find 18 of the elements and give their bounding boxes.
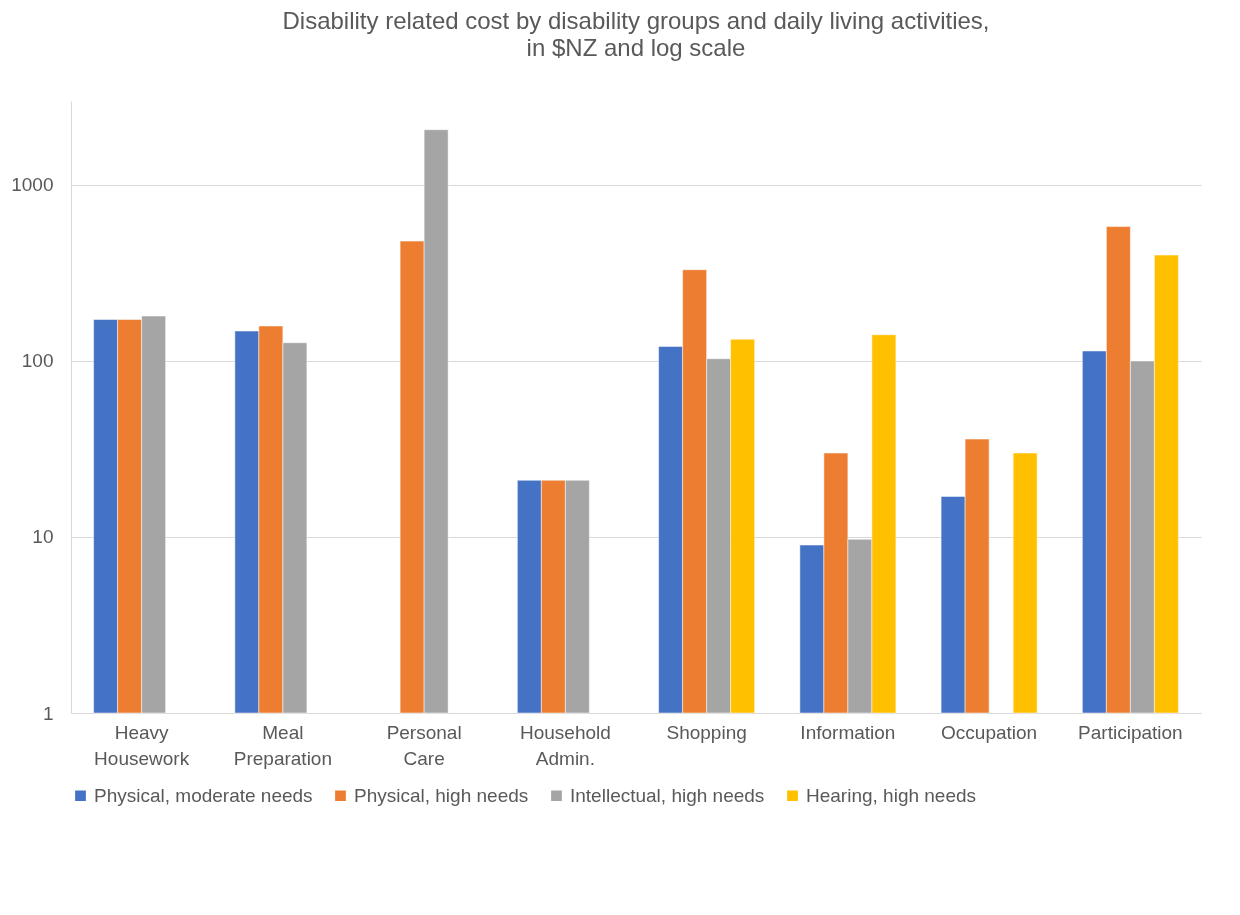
legend-label: Intellectual, high needs — [570, 784, 765, 806]
x-tick-label: Shopping — [666, 721, 747, 743]
legend-label: Physical, high needs — [354, 784, 529, 806]
x-tick-label: Information — [800, 721, 896, 743]
x-tick-label: Household Admin. — [519, 721, 611, 769]
chart-subtitle: in $NZ and log scale — [526, 34, 746, 61]
legend-label: Hearing, high needs — [806, 784, 977, 806]
x-tick-label: Personal Care — [386, 721, 462, 769]
y-tick-label: 10 — [32, 526, 54, 548]
y-tick-label: 1000 — [11, 174, 54, 196]
x-tick-label: Occupation — [941, 721, 1038, 743]
x-tick-label: Participation — [1078, 721, 1183, 743]
x-tick-label: Heavy Housework — [94, 721, 190, 769]
y-tick-label: 1 — [42, 702, 54, 724]
y-tick-label: 100 — [21, 350, 54, 372]
x-tick-label: Meal Preparation — [233, 721, 332, 769]
chart-title: Disability related cost by disability groups and daily living activities, — [282, 7, 990, 34]
legend-label: Physical, moderate needs — [94, 784, 313, 806]
